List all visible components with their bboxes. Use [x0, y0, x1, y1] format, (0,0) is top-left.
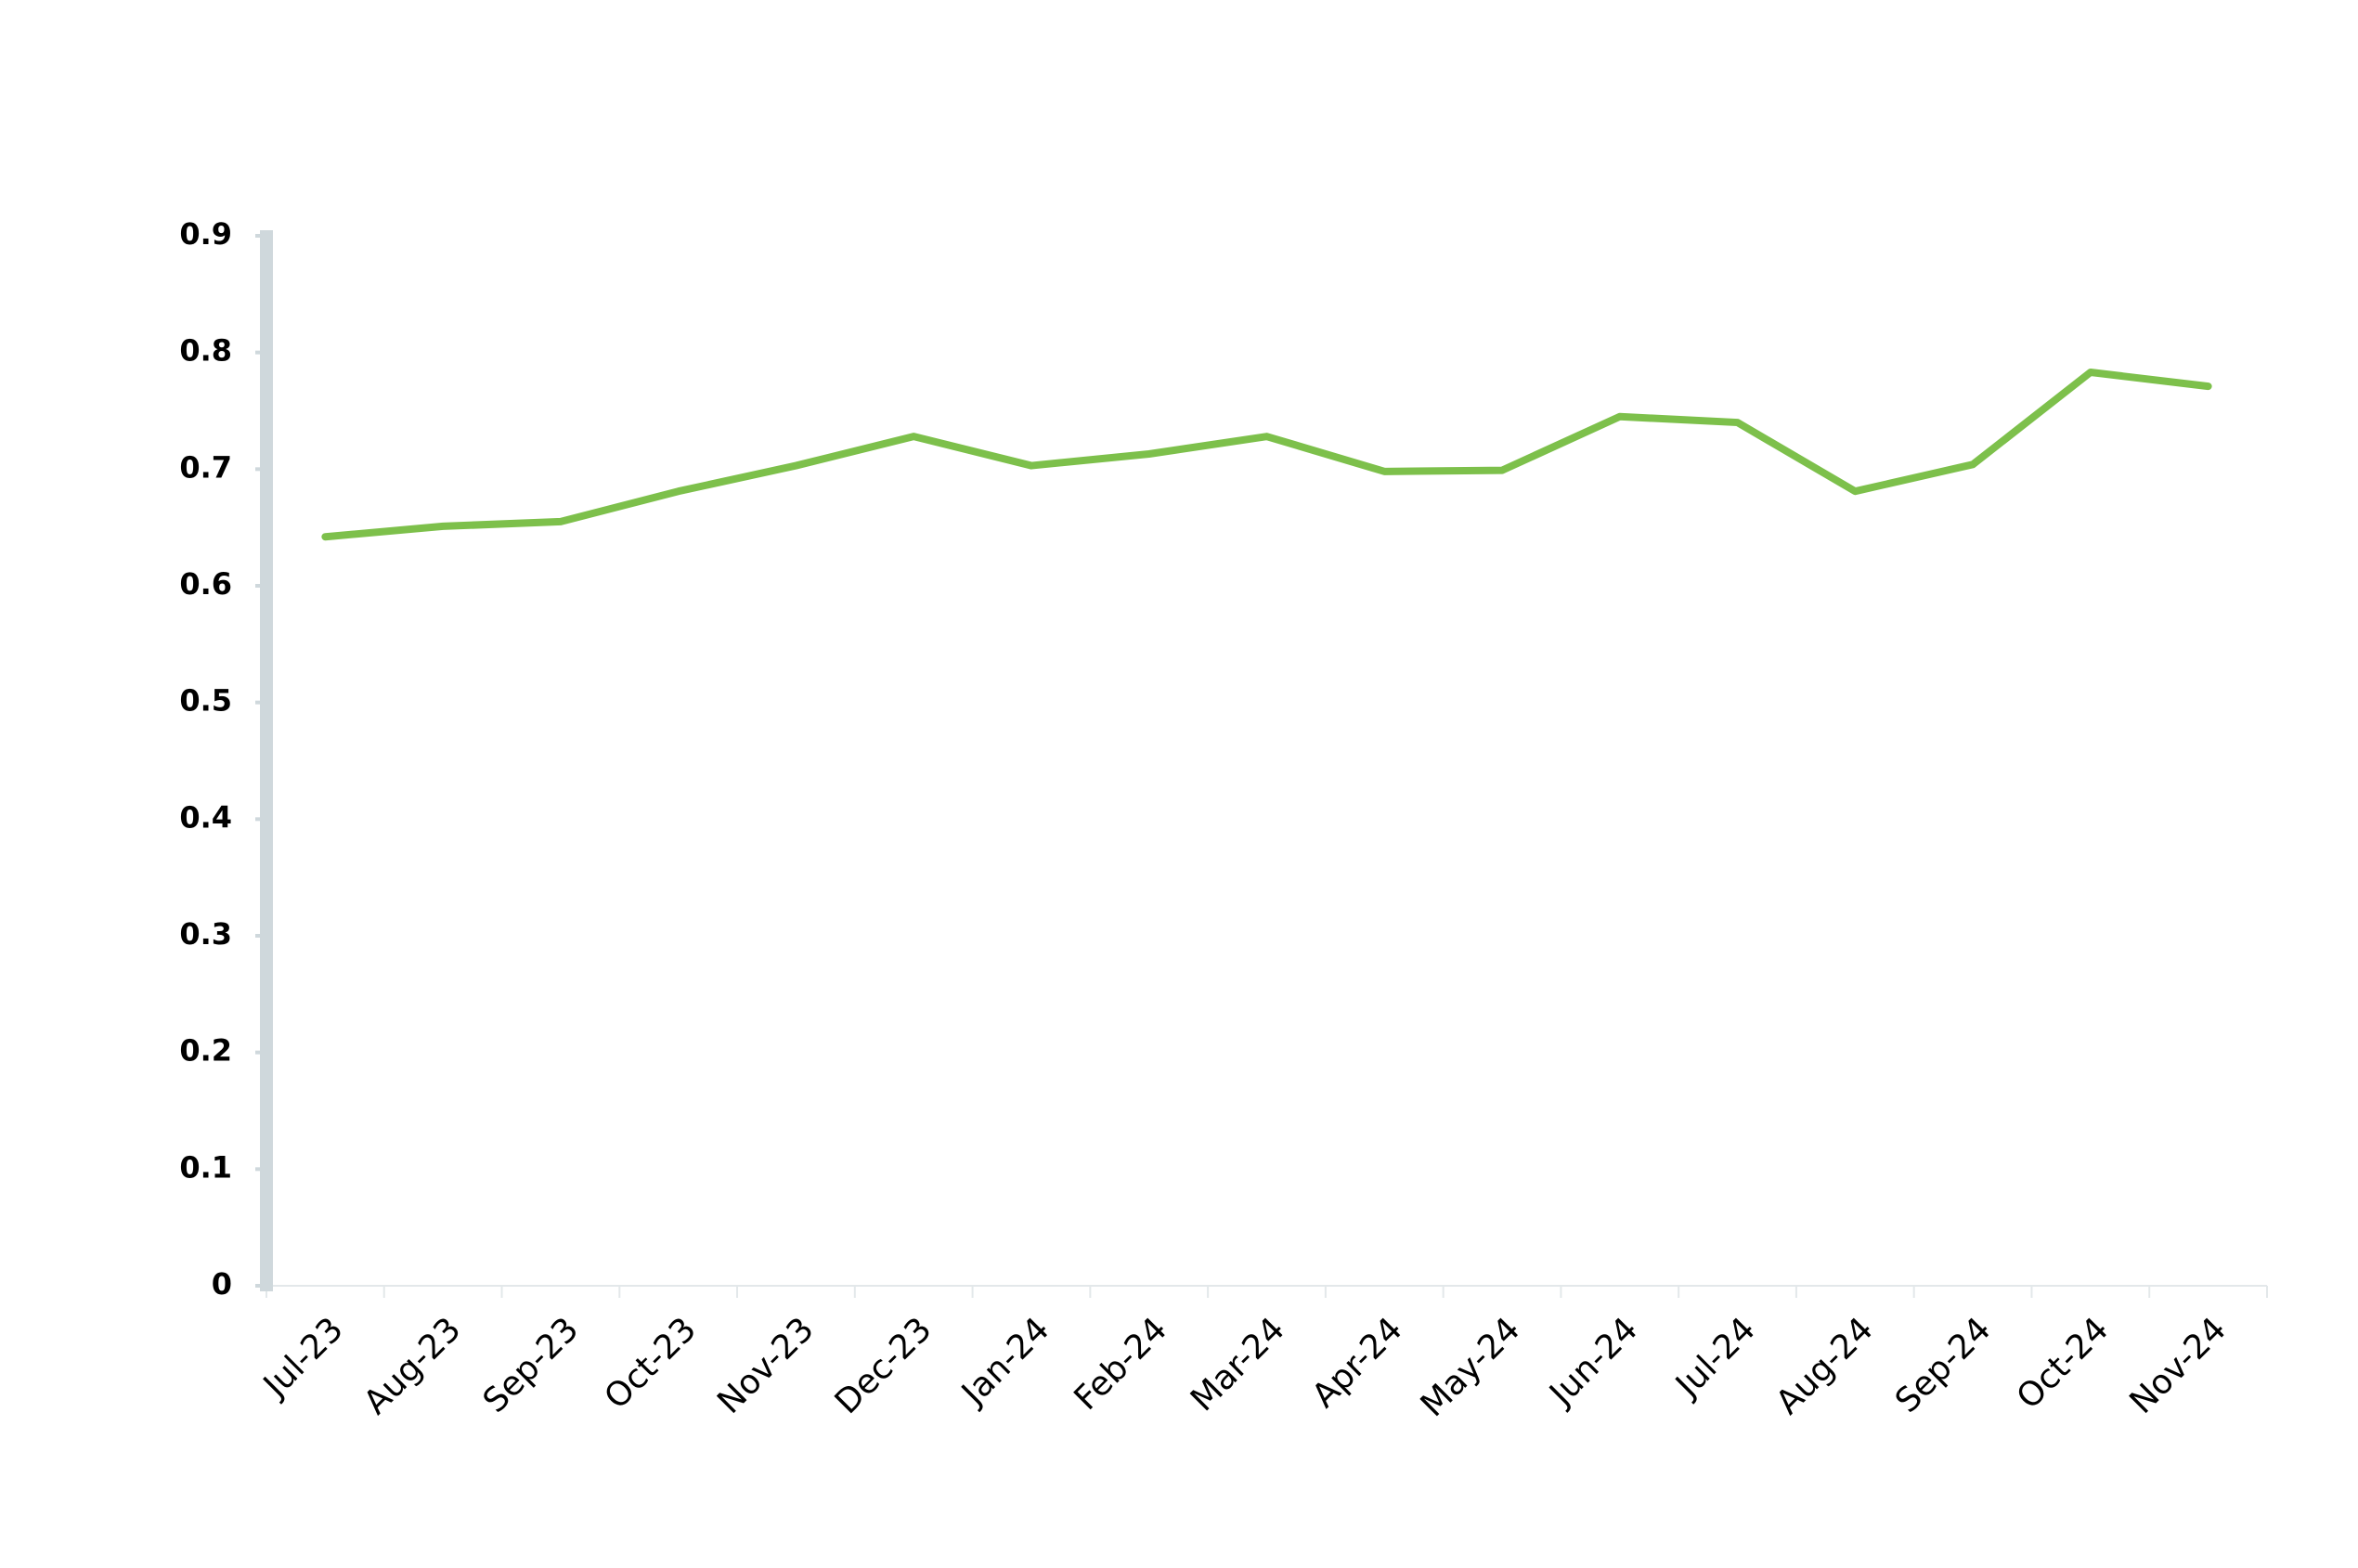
x-tick-label: Oct-24 — [2010, 1310, 2117, 1417]
y-tick-label: 0.3 — [179, 916, 232, 952]
x-tick-label: Sep-24 — [1888, 1310, 1999, 1420]
x-tick-label: Jul-24 — [1667, 1310, 1763, 1406]
x-tick-label: May-24 — [1414, 1310, 1528, 1424]
line-series — [321, 369, 2212, 541]
y-tick-label: 0.4 — [179, 799, 232, 835]
x-tick-label: Mar-24 — [1184, 1310, 1292, 1419]
y-tick-label: 0.8 — [179, 333, 232, 369]
x-tick-label: Nov-24 — [2122, 1310, 2234, 1421]
x-tick-label: Dec-23 — [828, 1310, 939, 1421]
x-tick-label: Aug-23 — [356, 1310, 468, 1421]
y-tick-label: 0.6 — [179, 566, 232, 602]
x-tick-label: Apr-24 — [1305, 1310, 1410, 1415]
x-tick-label: Nov-23 — [710, 1310, 822, 1421]
x-tick-label: Sep-23 — [476, 1310, 587, 1420]
x-tick-label: Aug-24 — [1768, 1310, 1880, 1421]
y-tick-label: 0.7 — [179, 449, 232, 485]
y-tick-label: 0.2 — [179, 1033, 232, 1069]
x-tick-label: Jun-24 — [1541, 1310, 1645, 1414]
x-tick-label: Jan-24 — [953, 1310, 1056, 1413]
x-tick-label: Feb-24 — [1068, 1310, 1175, 1418]
y-tick-label: 0 — [212, 1266, 232, 1302]
x-tick-label: Oct-23 — [598, 1310, 705, 1417]
x-tick-label: Jul-23 — [255, 1310, 351, 1406]
y-tick-label: 0.9 — [179, 216, 232, 252]
y-tick-label: 0.5 — [179, 683, 232, 719]
y-tick-label: 0.1 — [179, 1149, 232, 1185]
